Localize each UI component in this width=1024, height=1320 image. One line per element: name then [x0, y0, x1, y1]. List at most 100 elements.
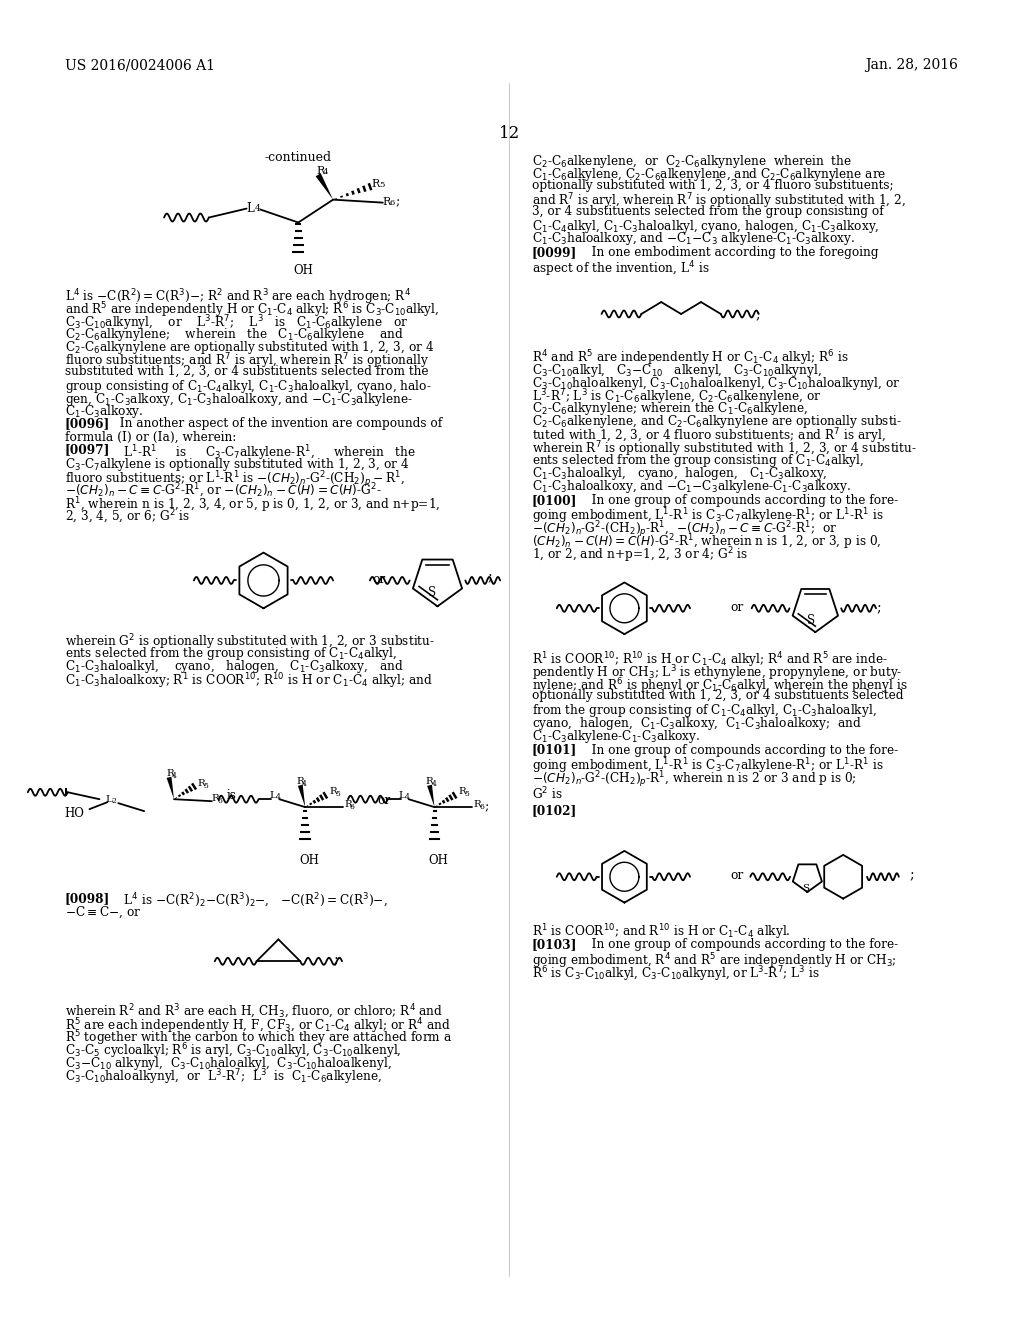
Text: R$^1$, wherein n is 1, 2, 3, 4, or 5, p is 0, 1, 2, or 3, and n+p=1,: R$^1$, wherein n is 1, 2, 3, 4, or 5, p …: [65, 495, 440, 515]
Text: ;: ;: [333, 953, 338, 968]
Text: 4: 4: [275, 793, 281, 801]
Text: R: R: [316, 166, 325, 176]
Text: L$^1$-R$^1$     is     C$_3$-C$_7$alkylene-R$^1$,     wherein   the: L$^1$-R$^1$ is C$_3$-C$_7$alkylene-R$^1$…: [113, 444, 417, 463]
Text: [0102]: [0102]: [531, 804, 578, 817]
Text: wherein R$^2$ and R$^3$ are each H, CH$_3$, fluoro, or chloro; R$^4$ and: wherein R$^2$ and R$^3$ are each H, CH$_…: [65, 1003, 442, 1022]
Text: R$^1$ is COOR$^{10}$; R$^{10}$ is H or C$_1$-C$_4$ alkyl; R$^4$ and R$^5$ are in: R$^1$ is COOR$^{10}$; R$^{10}$ is H or C…: [531, 649, 888, 669]
Text: -continued: -continued: [265, 150, 332, 164]
Text: 12: 12: [499, 125, 520, 143]
Text: L: L: [398, 791, 406, 800]
Text: ents selected from the group consisting of C$_1$-C$_4$alkyl,: ents selected from the group consisting …: [65, 645, 396, 663]
Text: S: S: [807, 614, 815, 627]
Text: nylene; and R$^6$ is phenyl or C$_1$-C$_6$alkyl, wherein the phenyl is: nylene; and R$^6$ is phenyl or C$_1$-C$_…: [531, 676, 907, 696]
Text: 6: 6: [390, 198, 395, 207]
Text: C$_3$-C$_7$alkylene is optionally substituted with 1, 2, 3, or 4: C$_3$-C$_7$alkylene is optionally substi…: [65, 457, 409, 473]
Text: In one group of compounds according to the fore-: In one group of compounds according to t…: [580, 494, 898, 507]
Text: 5: 5: [379, 181, 384, 189]
Text: 2, 3, 4, 5, or 6; G$^2$ is: 2, 3, 4, 5, or 6; G$^2$ is: [65, 508, 189, 525]
Text: R$^6$ is C$_3$-C$_{10}$alkyl, C$_3$-C$_{10}$alkynyl, or L$^3$-R$^7$; L$^3$ is: R$^6$ is C$_3$-C$_{10}$alkyl, C$_3$-C$_{…: [531, 964, 820, 983]
Text: R$^4$ and R$^5$ are independently H or C$_1$-C$_4$ alkyl; R$^6$ is: R$^4$ and R$^5$ are independently H or C…: [531, 348, 849, 368]
Text: or: or: [378, 795, 391, 808]
Text: 4: 4: [302, 780, 307, 788]
Text: is: is: [226, 789, 237, 803]
Text: L$^4$ is $-$C(R$^2$)$_2$$-$C(R$^3$)$_2$$-$,   $-$C(R$^2$)$=$C(R$^3$)$-$,: L$^4$ is $-$C(R$^2$)$_2$$-$C(R$^3$)$_2$$…: [113, 892, 388, 909]
Text: C$_2$-C$_6$alkynylene;    wherein   the   C$_1$-C$_6$alkylene    and: C$_2$-C$_6$alkynylene; wherein the C$_1$…: [65, 326, 403, 343]
Text: C$_2$-C$_6$alkenylene,  or  C$_2$-C$_6$alkynylene  wherein  the: C$_2$-C$_6$alkenylene, or C$_2$-C$_6$alk…: [531, 153, 852, 170]
Text: 6: 6: [218, 797, 222, 805]
Text: 3, or 4 substituents selected from the group consisting of: 3, or 4 substituents selected from the g…: [531, 205, 884, 218]
Text: fluoro substituents; and R$^7$ is aryl, wherein R$^7$ is optionally: fluoro substituents; and R$^7$ is aryl, …: [65, 351, 429, 371]
Text: G$^2$ is: G$^2$ is: [531, 785, 563, 801]
Text: fluoro substituents; or L$^1$-R$^1$ is $-(CH_2)_n$-G$^2$-(CH$_2$)$_p-$R$^1$,: fluoro substituents; or L$^1$-R$^1$ is $…: [65, 469, 404, 490]
Text: 1, or 2, and n+p=1, 2, 3 or 4; G$^2$ is: 1, or 2, and n+p=1, 2, 3 or 4; G$^2$ is: [531, 545, 749, 565]
Text: from the group consisting of C$_1$-C$_4$alkyl, C$_1$-C$_3$haloalkyl,: from the group consisting of C$_1$-C$_4$…: [531, 702, 877, 719]
Text: C$_3$-C$_{10}$alkyl,   C$_3$$-$C$_{10}$   alkenyl,   C$_3$-C$_{10}$alkynyl,: C$_3$-C$_{10}$alkyl, C$_3$$-$C$_{10}$ al…: [531, 362, 821, 379]
Text: ;: ;: [909, 867, 914, 882]
Text: C$_1$-C$_4$alkyl, C$_1$-C$_3$haloalkyl, cyano, halogen, C$_1$-C$_3$alkoxy,: C$_1$-C$_4$alkyl, C$_1$-C$_3$haloalkyl, …: [531, 218, 880, 235]
Text: or: or: [731, 869, 744, 882]
Text: R: R: [329, 787, 337, 796]
Text: C$_1$-C$_3$haloalkyl,    cyano,   halogen,   C$_1$-C$_3$alkoxy,   and: C$_1$-C$_3$haloalkyl, cyano, halogen, C$…: [65, 657, 403, 675]
Text: $-(CH_2)_n$-G$^2$-(CH$_2$)$_p$-R$^1$,  $-(CH_2)_n-C\equiv C$-G$^2$-R$^1$;  or: $-(CH_2)_n$-G$^2$-(CH$_2$)$_p$-R$^1$, $-…: [531, 520, 838, 540]
Text: $-$C$\equiv$C$-$, or: $-$C$\equiv$C$-$, or: [65, 904, 141, 920]
Text: wherein G$^2$ is optionally substituted with 1, 2, or 3 substitu-: wherein G$^2$ is optionally substituted …: [65, 632, 435, 652]
Text: C$_1$-C$_6$alkylene, C$_2$-C$_6$alkenylene, and C$_2$-C$_6$alkynylene are: C$_1$-C$_6$alkylene, C$_2$-C$_6$alkenyle…: [531, 166, 887, 183]
Text: OH: OH: [428, 854, 449, 867]
Text: 4: 4: [255, 203, 260, 213]
Text: ;: ;: [395, 195, 400, 209]
Text: 2: 2: [112, 797, 117, 805]
Text: [0101]: [0101]: [531, 743, 578, 756]
Text: L: L: [247, 202, 254, 215]
Text: or: or: [731, 602, 744, 614]
Text: OH: OH: [299, 854, 319, 867]
Text: gen, C$_1$-C$_3$alkoxy, C$_1$-C$_3$haloalkoxy, and $-$C$_1$-C$_3$alkylene-: gen, C$_1$-C$_3$alkoxy, C$_1$-C$_3$haloa…: [65, 391, 413, 408]
Text: C$_3$-C$_{10}$haloalkynyl,  or  L$^3$-R$^7$;  L$^3$  is  C$_1$-C$_6$alkylene,: C$_3$-C$_{10}$haloalkynyl, or L$^3$-R$^7…: [65, 1068, 382, 1088]
Text: C$_3$-C$_{10}$haloalkenyl, C$_3$-C$_{10}$haloalkenyl, C$_3$-C$_{10}$haloalkynyl,: C$_3$-C$_{10}$haloalkenyl, C$_3$-C$_{10}…: [531, 375, 900, 392]
Text: wherein R$^7$ is optionally substituted with 1, 2, 3, or 4 substitu-: wherein R$^7$ is optionally substituted …: [531, 440, 916, 459]
Text: 6: 6: [350, 803, 355, 812]
Text: [0099]: [0099]: [531, 247, 578, 259]
Text: ;: ;: [484, 800, 488, 813]
Text: C$_3$-C$_{10}$alkynyl,    or    L$^3$-R$^7$;    L$^3$   is   C$_1$-C$_6$alkylene: C$_3$-C$_{10}$alkynyl, or L$^3$-R$^7$; L…: [65, 313, 409, 333]
Text: $(CH_2)_n-C(H)=C(H)$-G$^2$-R$^1$, wherein n is 1, 2, or 3, p is 0,: $(CH_2)_n-C(H)=C(H)$-G$^2$-R$^1$, wherei…: [531, 533, 882, 552]
Text: C$_3$-C$_5$ cycloalkyl; R$^6$ is aryl, C$_3$-C$_{10}$alkyl, C$_3$-C$_{10}$alkeny: C$_3$-C$_5$ cycloalkyl; R$^6$ is aryl, C…: [65, 1041, 401, 1061]
Text: and R$^7$ is aryl, wherein R$^7$ is optionally substituted with 1, 2,: and R$^7$ is aryl, wherein R$^7$ is opti…: [531, 191, 906, 211]
Text: R: R: [166, 770, 174, 779]
Text: In another aspect of the invention are compounds of: In another aspect of the invention are c…: [113, 417, 442, 430]
Text: going embodiment, L$^1$-R$^1$ is C$_3$-C$_7$alkylene-R$^1$; or L$^1$-R$^1$ is: going embodiment, L$^1$-R$^1$ is C$_3$-C…: [531, 756, 884, 776]
Text: R: R: [473, 800, 481, 809]
Text: In one embodiment according to the foregoing: In one embodiment according to the foreg…: [580, 247, 879, 259]
Text: L$^3$-R$^7$; L$^3$ is C$_1$-C$_6$alkylene, C$_2$-C$_6$alkenylene, or: L$^3$-R$^7$; L$^3$ is C$_1$-C$_6$alkylen…: [531, 388, 821, 407]
Text: [0096]: [0096]: [65, 417, 110, 430]
Text: pendently H or CH$_3$; L$^3$ is ethynylene, propynylene, or buty-: pendently H or CH$_3$; L$^3$ is ethynyle…: [531, 663, 902, 682]
Text: R$^5$ are each independently H, F, CF$_3$, or C$_1$-C$_4$ alkyl; or R$^4$ and: R$^5$ are each independently H, F, CF$_3…: [65, 1016, 451, 1036]
Text: and R$^5$ are independently H or C$_1$-C$_4$ alkyl; R$^6$ is C$_3$-C$_{10}$alkyl: and R$^5$ are independently H or C$_1$-C…: [65, 300, 439, 319]
Text: $-(CH_2)_n-C\equiv C$-G$^2$-R$^1$, or $-(CH_2)_n-C(H)=C(H)$-G$^2$-: $-(CH_2)_n-C\equiv C$-G$^2$-R$^1$, or $-…: [65, 482, 381, 500]
Text: $-(CH_2)_n$-G$^2$-(CH$_2$)$_p$-R$^1$, wherein n is 2 or 3 and p is 0;: $-(CH_2)_n$-G$^2$-(CH$_2$)$_p$-R$^1$, wh…: [531, 770, 857, 789]
Text: R: R: [212, 795, 219, 804]
Text: aspect of the invention, L$^4$ is: aspect of the invention, L$^4$ is: [531, 259, 710, 279]
Text: C$_2$-C$_6$alkynylene are optionally substituted with 1, 2, 3, or 4: C$_2$-C$_6$alkynylene are optionally sub…: [65, 339, 434, 356]
Text: HO: HO: [65, 807, 85, 820]
Text: Jan. 28, 2016: Jan. 28, 2016: [865, 58, 957, 73]
Text: going embodiment, R$^4$ and R$^5$ are independently H or CH$_3$;: going embodiment, R$^4$ and R$^5$ are in…: [531, 952, 897, 972]
Text: R: R: [296, 777, 304, 787]
Text: R$^1$ is COOR$^{10}$; and R$^{10}$ is H or C$_1$-C$_4$ alkyl.: R$^1$ is COOR$^{10}$; and R$^{10}$ is H …: [531, 923, 791, 942]
Polygon shape: [167, 776, 174, 799]
Text: L: L: [269, 791, 276, 800]
Text: cyano,  halogen,  C$_1$-C$_3$alkoxy,  C$_1$-C$_3$haloalkoxy;  and: cyano, halogen, C$_1$-C$_3$alkoxy, C$_1$…: [531, 714, 862, 731]
Text: tuted with 1, 2, 3, or 4 fluoro substituents; and R$^7$ is aryl,: tuted with 1, 2, 3, or 4 fluoro substitu…: [531, 426, 886, 446]
Text: L: L: [105, 795, 113, 804]
Text: R: R: [426, 777, 433, 787]
Text: In one group of compounds according to the fore-: In one group of compounds according to t…: [580, 743, 898, 756]
Text: C$_2$-C$_6$alkynylene; wherein the C$_1$-C$_6$alkylene,: C$_2$-C$_6$alkynylene; wherein the C$_1$…: [531, 400, 808, 417]
Text: R$^5$ together with the carbon to which they are attached form a: R$^5$ together with the carbon to which …: [65, 1028, 452, 1048]
Text: C$_2$-C$_6$alkenylene, and C$_2$-C$_6$alkynylene are optionally substi-: C$_2$-C$_6$alkenylene, and C$_2$-C$_6$al…: [531, 413, 902, 430]
Text: or: or: [373, 573, 386, 586]
Text: [0097]: [0097]: [65, 444, 110, 457]
Polygon shape: [315, 173, 333, 199]
Text: 4: 4: [324, 168, 329, 176]
Text: ;: ;: [487, 570, 492, 585]
Text: 5: 5: [464, 791, 469, 799]
Text: 5: 5: [335, 791, 340, 799]
